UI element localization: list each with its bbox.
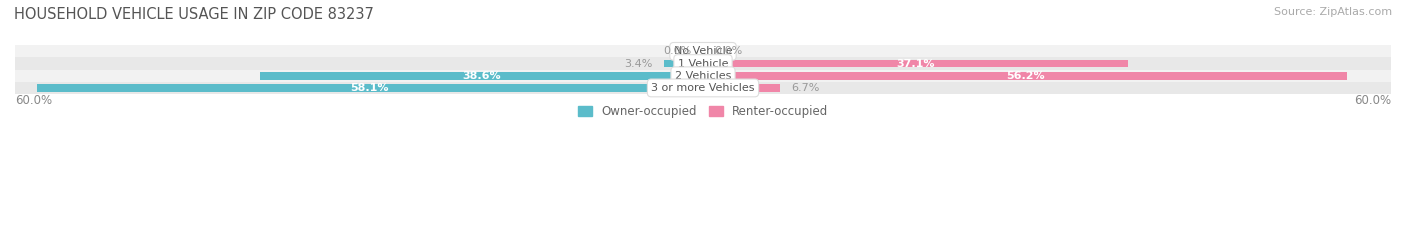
Text: Source: ZipAtlas.com: Source: ZipAtlas.com	[1274, 7, 1392, 17]
Text: 56.2%: 56.2%	[1005, 71, 1045, 81]
Text: 0.0%: 0.0%	[664, 46, 692, 56]
Text: HOUSEHOLD VEHICLE USAGE IN ZIP CODE 83237: HOUSEHOLD VEHICLE USAGE IN ZIP CODE 8323…	[14, 7, 374, 22]
Text: 60.0%: 60.0%	[1354, 94, 1391, 107]
Text: 37.1%: 37.1%	[897, 58, 935, 69]
Text: 3.4%: 3.4%	[624, 58, 652, 69]
Bar	[664, 60, 703, 67]
Bar	[260, 72, 703, 79]
Text: 2 Vehicles: 2 Vehicles	[675, 71, 731, 81]
Text: 0.0%: 0.0%	[714, 46, 742, 56]
Text: 6.7%: 6.7%	[792, 83, 820, 93]
Text: 60.0%: 60.0%	[15, 94, 52, 107]
Text: No Vehicle: No Vehicle	[673, 46, 733, 56]
Text: 38.6%: 38.6%	[463, 71, 501, 81]
Bar	[15, 70, 1391, 82]
Bar	[37, 84, 703, 92]
Bar	[703, 72, 1347, 79]
Bar	[703, 60, 1129, 67]
Bar	[15, 58, 1391, 70]
Text: 1 Vehicle: 1 Vehicle	[678, 58, 728, 69]
Legend: Owner-occupied, Renter-occupied: Owner-occupied, Renter-occupied	[578, 105, 828, 118]
Text: 58.1%: 58.1%	[350, 83, 389, 93]
Text: 3 or more Vehicles: 3 or more Vehicles	[651, 83, 755, 93]
Bar	[703, 84, 780, 92]
Bar	[15, 82, 1391, 94]
Bar	[15, 45, 1391, 58]
